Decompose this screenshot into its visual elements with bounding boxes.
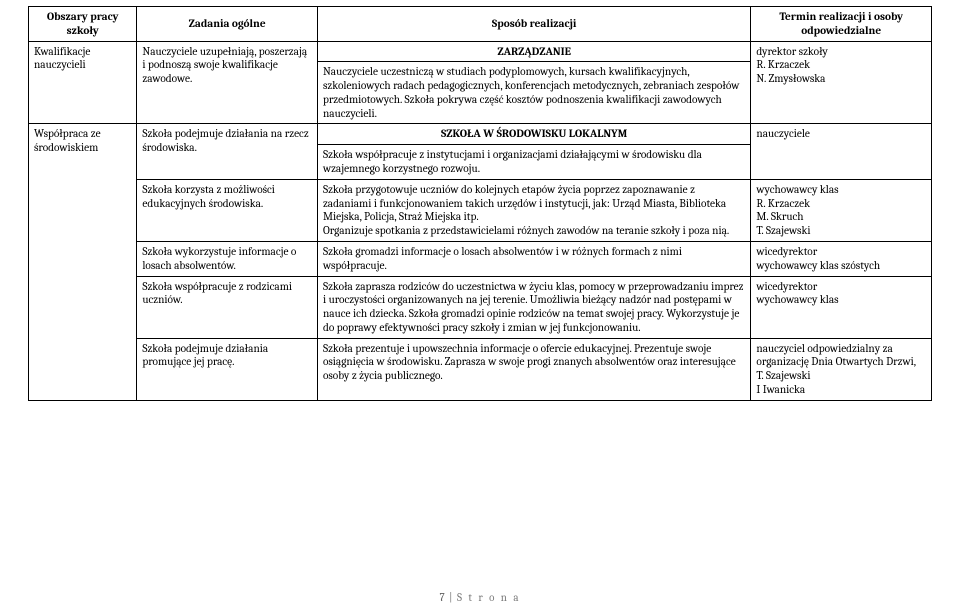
row1-col3: Nauczyciele uczestniczą w studiach podyp… <box>317 62 750 124</box>
table-header-row: Obszary pracy szkoły Zadania ogólne Spos… <box>29 7 932 42</box>
page-footer: 7 | S t r o n a <box>0 591 960 604</box>
section-row-zarzadzanie: Kwalifikacje nauczycieli Nauczyciele uzu… <box>29 41 932 62</box>
table-row-4: Szkoła wykorzystuje informacje o losach … <box>29 241 932 276</box>
row1-col1: Kwalifikacje nauczycieli <box>29 41 137 124</box>
section1-title: ZARZĄDZANIE <box>317 41 750 62</box>
row1-col4: dyrektor szkołyR. KrzaczekN. Zmysłowska <box>751 41 932 124</box>
row6-col2: Szkoła podejmuje działania promujące jej… <box>137 338 318 400</box>
table-row-6: Szkoła podejmuje działania promujące jej… <box>29 338 932 400</box>
header-col1: Obszary pracy szkoły <box>29 7 137 42</box>
row1-col2: Nauczyciele uzupełniają, poszerzają i po… <box>137 41 318 124</box>
row2-col2: Szkoła podejmuje działania na rzecz środ… <box>137 124 318 179</box>
row4-col2: Szkoła wykorzystuje informacje o losach … <box>137 241 318 276</box>
page-number: 7 <box>439 591 445 604</box>
row6-col4: nauczyciel odpowiedzialny za organizację… <box>751 338 932 400</box>
header-col4: Termin realizacji i osoby odpowiedzialne <box>751 7 932 42</box>
row3-col3: Szkoła przygotowuje uczniów do kolejnych… <box>317 179 750 241</box>
row6-col3: Szkoła prezentuje i upowszechnia informa… <box>317 338 750 400</box>
table-row-3: Szkoła korzysta z możliwości edukacyjnyc… <box>29 179 932 241</box>
header-col2: Zadania ogólne <box>137 7 318 42</box>
row2-col1: Współpraca ze środowiskiem <box>29 124 137 400</box>
header-col3: Sposób realizacji <box>317 7 750 42</box>
section2-title: SZKOŁA W ŚRODOWISKU LOKALNYM <box>317 124 750 145</box>
row4-col3: Szkoła gromadzi informacje o losach abso… <box>317 241 750 276</box>
section-row-srodowisko: Współpraca ze środowiskiem Szkoła podejm… <box>29 124 932 145</box>
row5-col3: Szkoła zaprasza rodziców do uczestnictwa… <box>317 276 750 338</box>
table-row-5: Szkoła współpracuje z rodzicami uczniów.… <box>29 276 932 338</box>
row2-col3: Szkoła współpracuje z instytucjami i org… <box>317 145 750 180</box>
footer-label: S t r o n a <box>457 591 521 604</box>
row5-col2: Szkoła współpracuje z rodzicami uczniów. <box>137 276 318 338</box>
row2-col4: nauczyciele <box>751 124 932 179</box>
row4-col4: wicedyrektorwychowawcy klas szóstych <box>751 241 932 276</box>
row3-col4: wychowawcy klasR. KrzaczekM. SkruchT. Sz… <box>751 179 932 241</box>
row5-col4: wicedyrektorwychowawcy klas <box>751 276 932 338</box>
document-page: Obszary pracy szkoły Zadania ogólne Spos… <box>0 0 960 610</box>
footer-separator: | <box>449 591 457 604</box>
main-table: Obszary pracy szkoły Zadania ogólne Spos… <box>28 6 932 401</box>
row3-col2: Szkoła korzysta z możliwości edukacyjnyc… <box>137 179 318 241</box>
